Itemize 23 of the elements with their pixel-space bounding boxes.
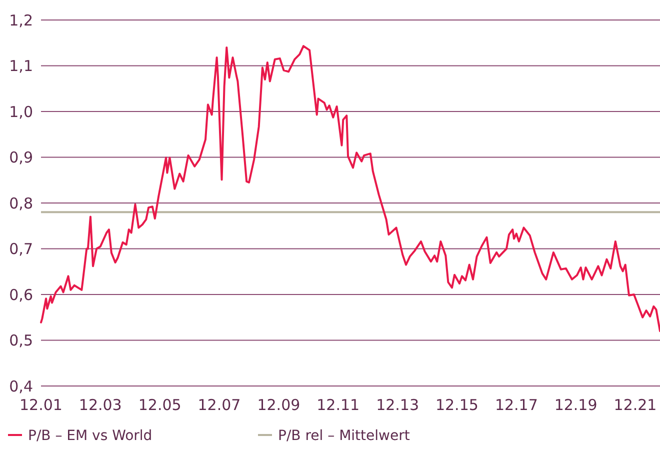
x-tick-label: 12.15 (435, 396, 478, 414)
y-tick-label: 0,8 (9, 194, 33, 212)
y-tick-label: 0,5 (9, 332, 33, 350)
x-tick-label: 12.11 (316, 396, 360, 414)
x-tick-label: 12.19 (554, 396, 598, 414)
y-tick-label: 0,6 (9, 286, 33, 304)
legend-label: P/B – EM vs World (28, 428, 152, 444)
y-tick-label: 0,4 (9, 377, 33, 396)
x-tick-label: 12.07 (198, 396, 241, 414)
x-tick-label: 12.13 (376, 396, 420, 414)
x-tick-label: 12.17 (494, 396, 538, 414)
x-tick-label: 12.09 (257, 396, 300, 414)
y-tick-label: 1,2 (9, 11, 33, 30)
y-tick-label: 0,7 (9, 240, 33, 258)
y-tick-label: 1,0 (9, 102, 33, 121)
x-tick-label: 12.21 (614, 396, 657, 414)
line-series (40, 45, 660, 332)
x-tick-label: 12.05 (138, 396, 182, 414)
legend-label: P/B rel – Mittelwert (278, 428, 410, 444)
x-tick-label: 12.03 (78, 396, 122, 414)
y-tick-label: 0,9 (9, 148, 33, 166)
y-tick-label: 1,1 (9, 57, 33, 75)
x-tick-label: 12.01 (20, 396, 62, 414)
